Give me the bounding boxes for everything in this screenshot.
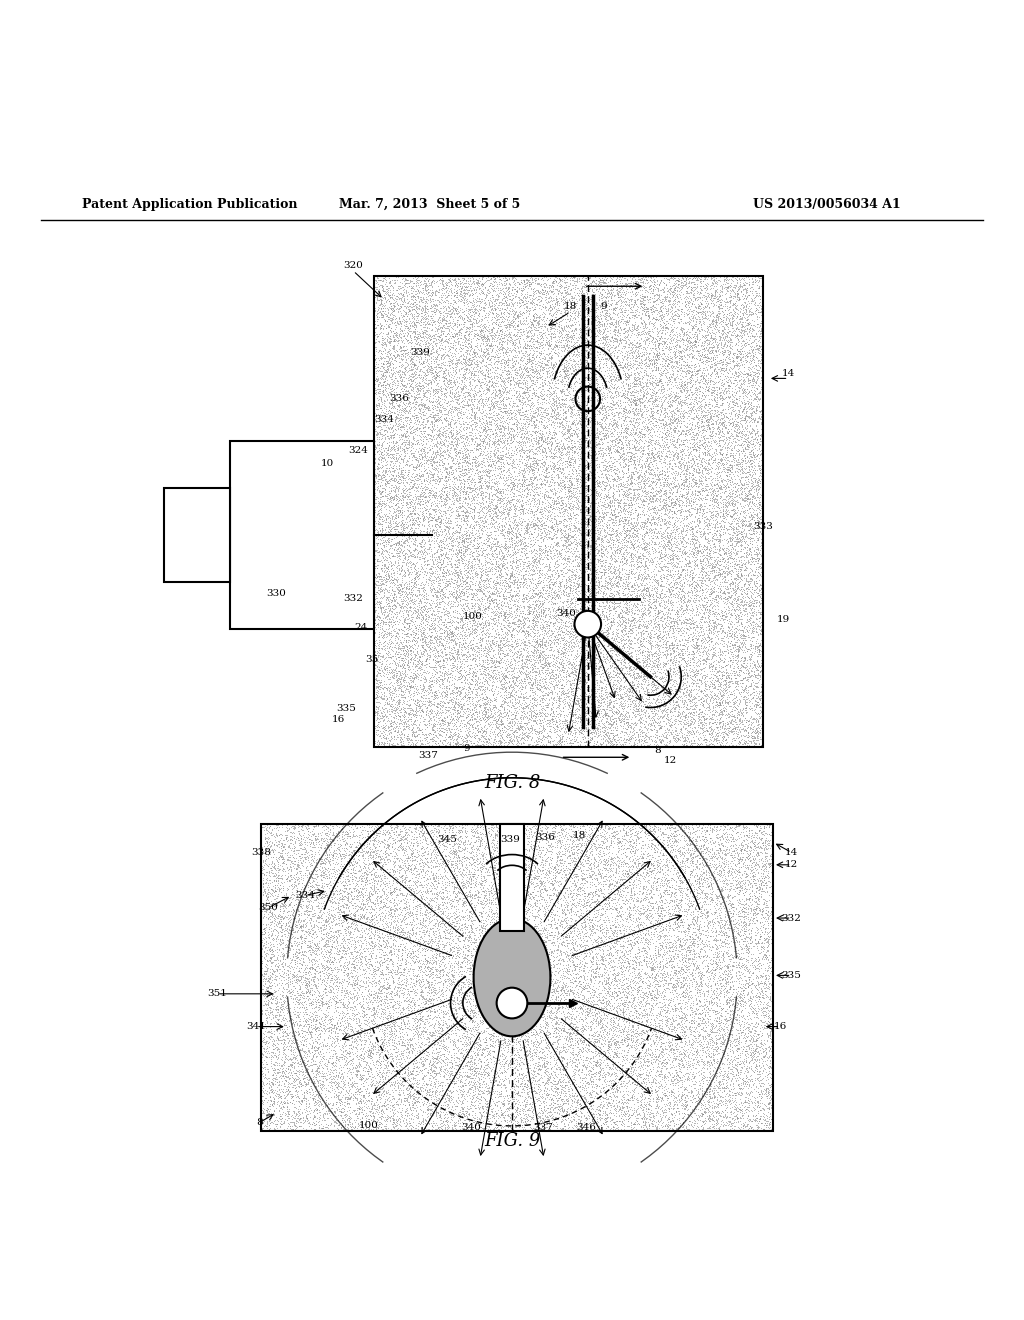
Bar (261, 824, 773, 1131)
Text: 340: 340 (461, 1123, 481, 1133)
Text: FIG. 9: FIG. 9 (483, 1133, 541, 1150)
Text: 9: 9 (464, 743, 470, 752)
Text: 338: 338 (251, 847, 271, 857)
Text: 324: 324 (348, 446, 369, 454)
Text: 336: 336 (389, 395, 410, 404)
Text: 10: 10 (322, 459, 334, 467)
Text: 18: 18 (564, 302, 577, 312)
Text: 335: 335 (336, 704, 356, 713)
Text: 332: 332 (343, 594, 364, 603)
Circle shape (497, 987, 527, 1019)
Text: 8: 8 (654, 746, 660, 755)
Text: 14: 14 (785, 847, 798, 857)
Text: 336: 336 (535, 833, 555, 842)
Text: 333: 333 (753, 523, 773, 532)
Text: Mar. 7, 2013  Sheet 5 of 5: Mar. 7, 2013 Sheet 5 of 5 (339, 198, 521, 211)
Circle shape (574, 611, 601, 638)
Text: 14: 14 (782, 368, 795, 378)
Text: 346: 346 (575, 1123, 596, 1133)
Text: 18: 18 (573, 830, 586, 840)
Bar (500, 824, 524, 932)
Text: 341: 341 (246, 1022, 266, 1031)
Text: 19: 19 (777, 615, 790, 623)
Bar (164, 488, 230, 582)
Text: 334: 334 (295, 891, 315, 900)
Text: 9: 9 (601, 302, 607, 312)
Text: 16: 16 (774, 1022, 786, 1031)
Text: 320: 320 (343, 261, 364, 271)
Text: US 2013/0056034 A1: US 2013/0056034 A1 (754, 198, 901, 211)
Text: 332: 332 (781, 913, 802, 923)
Text: 100: 100 (463, 612, 483, 622)
Text: 330: 330 (266, 589, 287, 598)
Text: FIG. 8: FIG. 8 (483, 774, 541, 792)
Text: 24: 24 (354, 623, 367, 632)
Text: 339: 339 (410, 348, 430, 358)
Text: 335: 335 (781, 972, 802, 979)
Bar (374, 276, 763, 747)
Text: 351: 351 (207, 989, 227, 998)
Text: 345: 345 (437, 834, 458, 843)
Text: 337: 337 (532, 1123, 553, 1133)
Text: 35: 35 (366, 656, 378, 664)
Text: 350: 350 (258, 903, 279, 912)
Text: 337: 337 (418, 751, 438, 760)
Text: 8: 8 (256, 1118, 262, 1127)
Bar (230, 441, 374, 630)
Text: Patent Application Publication: Patent Application Publication (82, 198, 297, 211)
Text: 16: 16 (332, 715, 344, 723)
Text: 12: 12 (785, 861, 798, 870)
Text: 12: 12 (665, 756, 677, 764)
Text: 339: 339 (500, 834, 520, 843)
Text: 100: 100 (358, 1122, 379, 1130)
Text: 334: 334 (374, 414, 394, 424)
Ellipse shape (473, 919, 551, 1036)
Text: 340: 340 (556, 610, 577, 618)
